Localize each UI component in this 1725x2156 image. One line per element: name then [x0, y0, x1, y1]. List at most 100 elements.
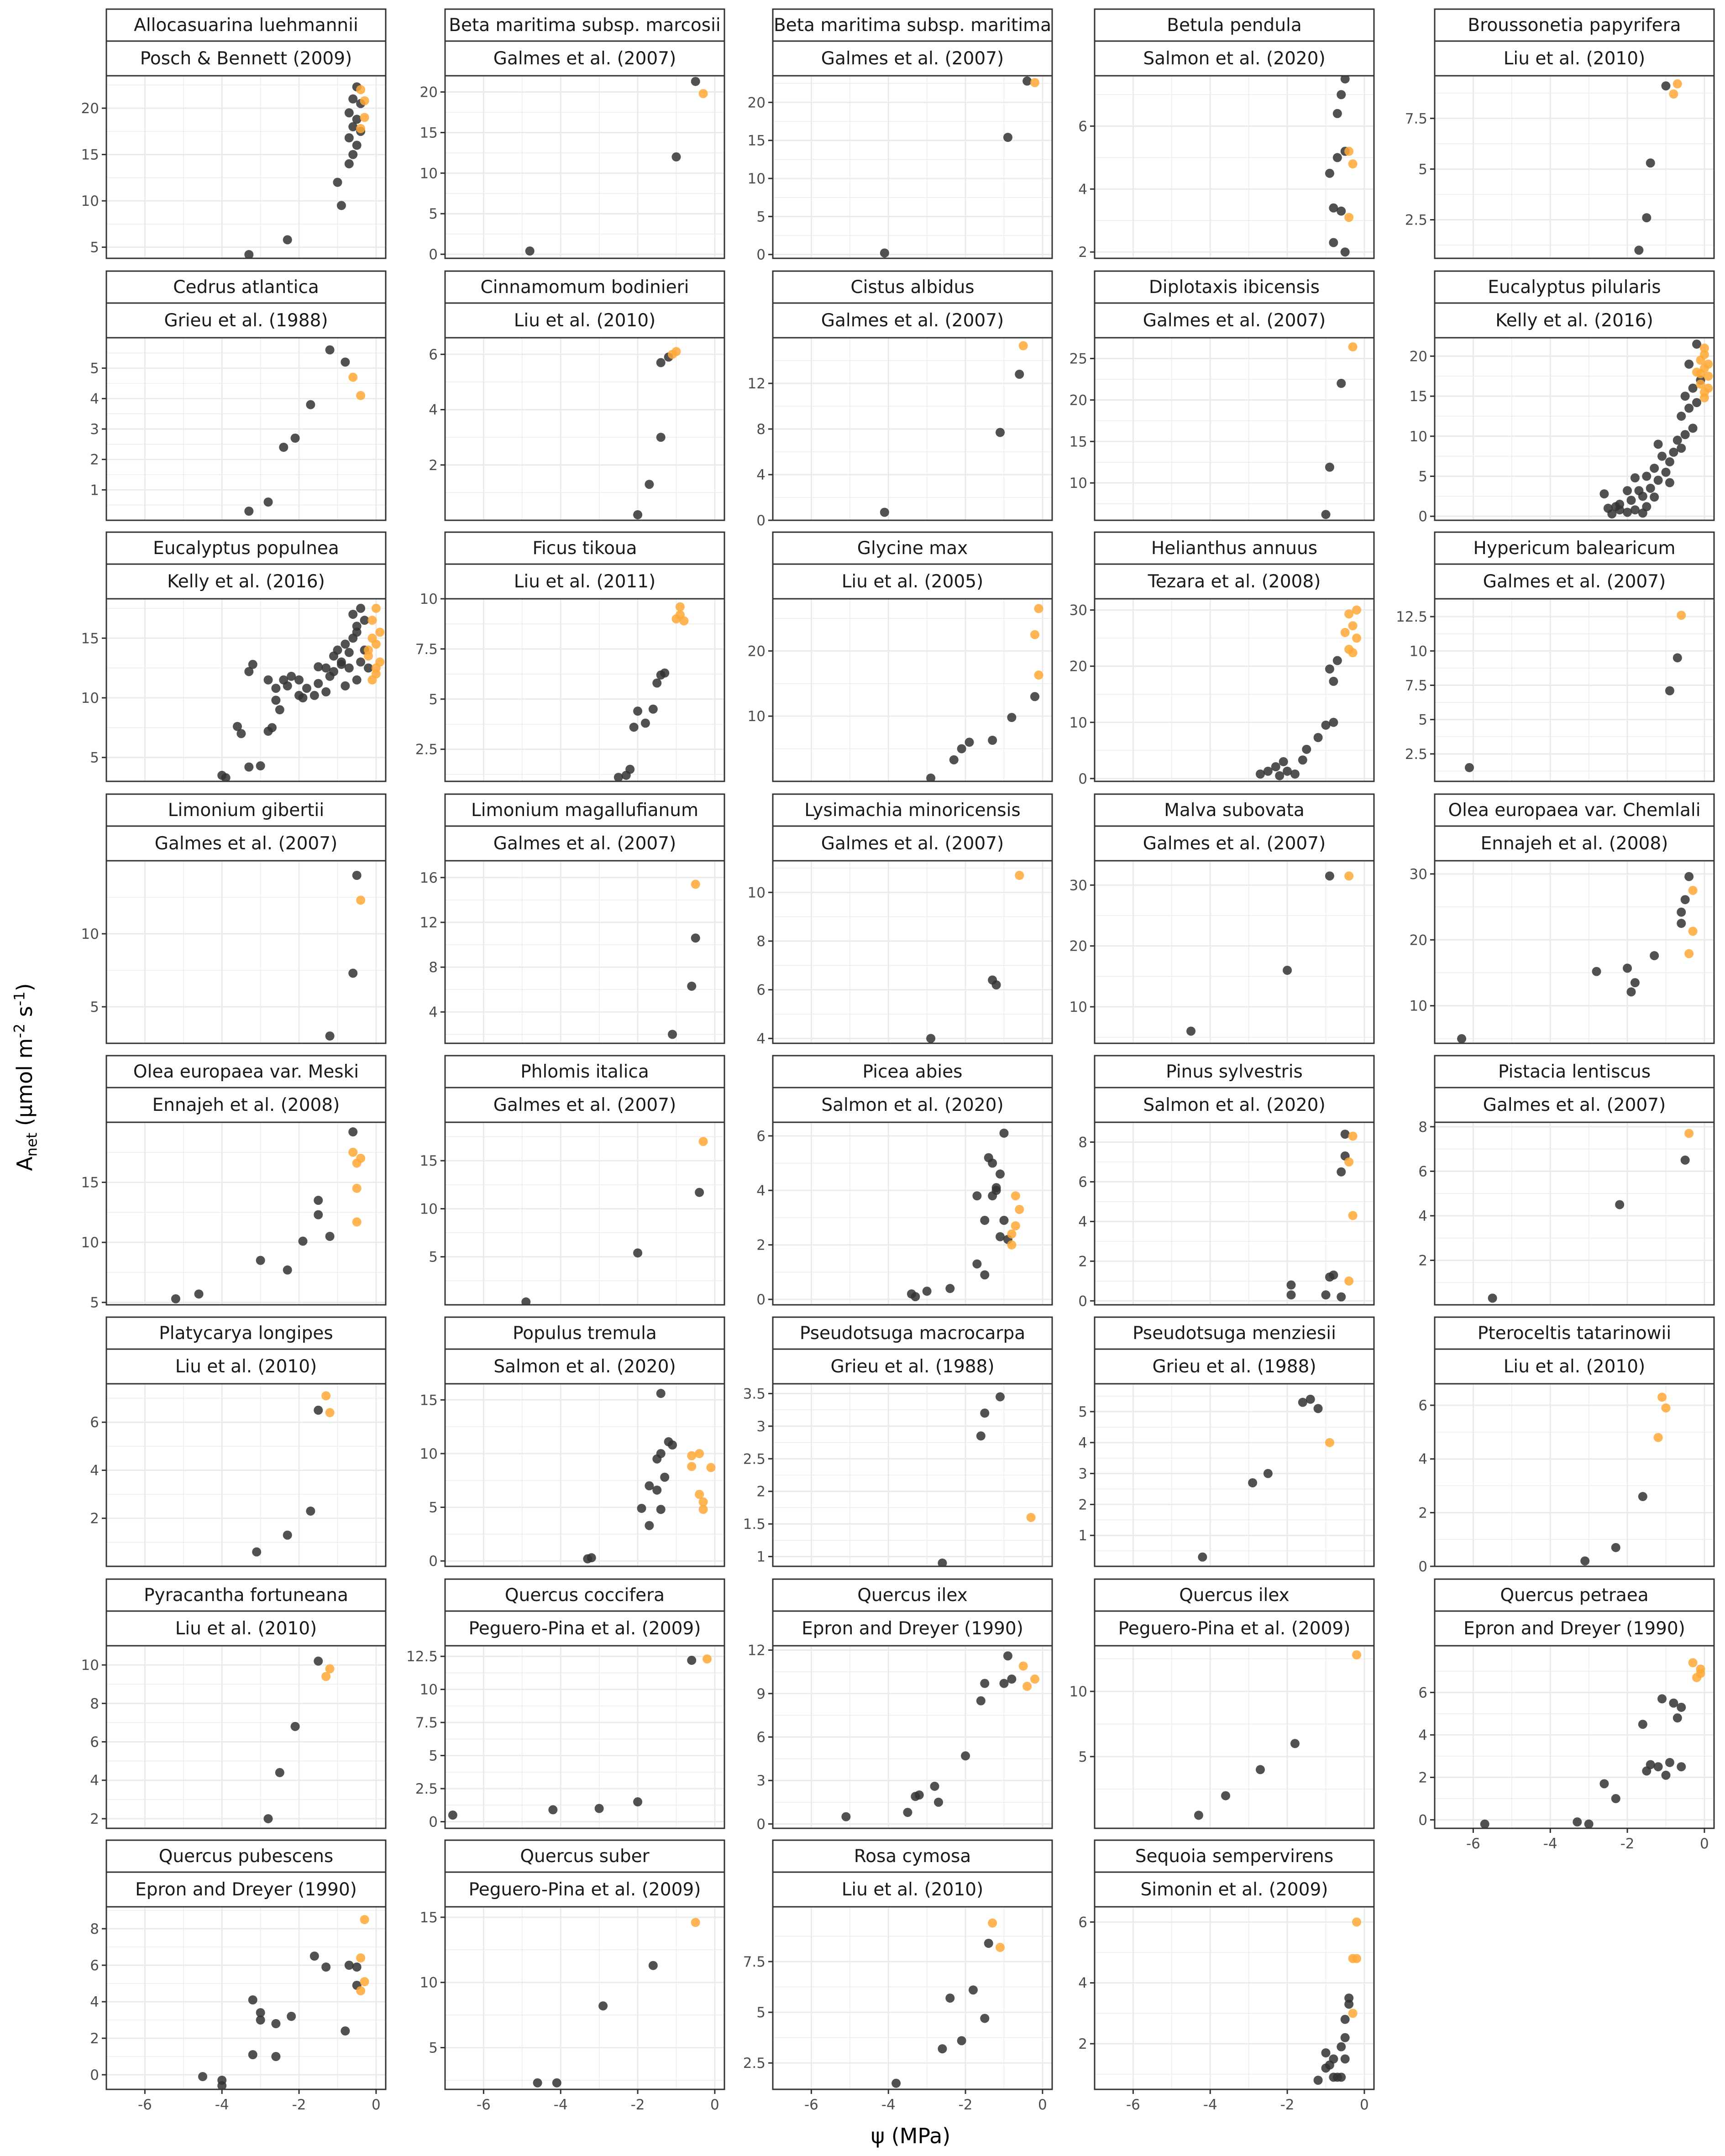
- point-dark: [1263, 766, 1273, 776]
- point-dark: [880, 248, 889, 258]
- point-dark: [348, 968, 358, 978]
- data-points: [1580, 1392, 1671, 1566]
- point-dark: [880, 508, 889, 517]
- facet-strip-species: [444, 1839, 725, 1873]
- facet-species-label: Limonium magallufianum: [471, 800, 698, 821]
- point-dark: [841, 1812, 851, 1821]
- point-dark: [321, 663, 331, 673]
- y-tick-label: 4: [90, 391, 99, 407]
- data-points: [244, 345, 366, 516]
- point-dark: [1321, 720, 1331, 730]
- facet-panel: Cistus albidus Galmes et al. (2007) 0 4 8 12: [748, 270, 1053, 529]
- panel-plot-area: [445, 1384, 724, 1566]
- point-dark: [1688, 383, 1698, 393]
- point-dark: [1603, 503, 1613, 513]
- point-dark: [1680, 895, 1690, 905]
- y-tick-label: 30: [1070, 602, 1087, 619]
- point-dark: [244, 507, 254, 516]
- y-tick-label: 6: [90, 1957, 99, 1974]
- panel-border: [444, 75, 725, 259]
- data-points: [1313, 1917, 1362, 2085]
- point-dark: [1340, 2015, 1350, 2024]
- y-tick-label: 2: [1078, 1253, 1087, 1270]
- y-tick-label: 10: [1410, 998, 1427, 1015]
- point-dark: [325, 1031, 335, 1041]
- point-dark: [1344, 1994, 1354, 2003]
- facet-panel: Cedrus atlantica Grieu et al. (1988) 1 2 3 4 5: [90, 270, 387, 521]
- point-dark: [645, 1481, 654, 1491]
- point-dark: [263, 675, 273, 685]
- point-dark: [891, 2078, 901, 2088]
- point-dark: [949, 755, 959, 764]
- facet-strip-source: [105, 1871, 387, 1908]
- facet-source-label: Peguero-Pina et al. (2009): [469, 1618, 701, 1639]
- y-tick-label: 15: [1410, 388, 1427, 405]
- point-dark: [283, 235, 292, 245]
- point-dark: [1669, 1698, 1678, 1708]
- y-tick-label: 4: [1418, 1451, 1427, 1468]
- point-orange: [356, 895, 366, 905]
- point-dark: [671, 152, 681, 162]
- point-dark: [1198, 1552, 1207, 1562]
- facet-species-label: Hypericum balearicum: [1473, 538, 1676, 559]
- panel-plot-area: [1435, 861, 1714, 1043]
- y-axis-unit-open: (µmol m: [12, 1038, 37, 1133]
- point-orange: [1007, 1229, 1017, 1239]
- facet-panel: Pseudotsuga macrocarpa Grieu et al. (1988…: [743, 1316, 1053, 1567]
- point-dark: [1263, 1469, 1273, 1478]
- x-tick-label: -2: [1620, 1836, 1635, 1852]
- point-dark: [1677, 444, 1686, 453]
- y-axis-exponent-1: -2: [10, 1023, 28, 1038]
- point-dark: [926, 773, 936, 781]
- facet-source-label: Liu et al. (2010): [175, 1618, 317, 1639]
- point-dark: [1611, 1794, 1620, 1803]
- point-orange: [352, 1217, 362, 1227]
- point-orange: [1696, 369, 1705, 378]
- facet-panel: Lysimachia minoricensis Galmes et al. (20…: [748, 793, 1053, 1047]
- y-tick-label: 4: [90, 1462, 99, 1479]
- facet-species-label: Beta maritima subsp. maritima: [774, 15, 1051, 36]
- point-dark: [1337, 90, 1346, 99]
- panel-plot-area: [445, 338, 724, 520]
- x-axis-unit: (MPa): [885, 2124, 951, 2148]
- x-tick-label: -6: [138, 2097, 152, 2113]
- facet-strip-source: [1434, 40, 1715, 77]
- facet-source-label: Simonin et al. (2009): [1140, 1879, 1328, 1900]
- facet-panel: Ficus tikoua Liu et al. (2011) 2.5 5 7.5 10: [415, 531, 725, 782]
- facet-strip-species: [105, 531, 387, 565]
- facet-strip-species: [1434, 1578, 1715, 1612]
- point-dark: [256, 761, 265, 771]
- point-dark: [1638, 508, 1647, 518]
- facet-panel: Beta maritima subsp. maritima Galmes et a…: [748, 8, 1053, 263]
- facet-strip-species: [1094, 1839, 1375, 1873]
- y-tick-label: 5: [90, 361, 99, 377]
- panel-plot-area: [1095, 76, 1374, 258]
- y-tick-label: 20: [748, 94, 766, 111]
- y-tick-label: 6: [756, 982, 766, 999]
- point-dark: [1248, 1478, 1258, 1487]
- facet-source-label: Galmes et al. (2007): [155, 833, 338, 854]
- y-tick-label: 2: [90, 1511, 99, 1527]
- point-orange: [356, 391, 366, 400]
- y-tick-label: 2.5: [415, 1781, 438, 1797]
- facet-strip-source: [105, 1610, 387, 1647]
- y-tick-label: 3: [756, 1773, 766, 1789]
- point-dark: [972, 1191, 982, 1201]
- x-tick-label: -4: [554, 2097, 568, 2113]
- y-tick-label: 2: [90, 1811, 99, 1827]
- facet-strip-species: [1434, 531, 1715, 565]
- point-orange: [1007, 1240, 1017, 1250]
- y-tick-label: 4: [756, 1031, 766, 1047]
- y-tick-label: 2.5: [1405, 746, 1427, 763]
- panel-border: [444, 1906, 725, 2090]
- point-dark: [348, 150, 358, 159]
- x-axis-symbol: ψ: [870, 2124, 885, 2148]
- point-dark: [1298, 755, 1307, 765]
- facet-species-label: Glycine max: [857, 538, 968, 559]
- y-tick-label: 5: [429, 1500, 438, 1516]
- point-dark: [972, 1259, 982, 1269]
- point-dark: [613, 773, 623, 781]
- panel-border: [1434, 337, 1715, 521]
- point-orange: [1348, 1211, 1358, 1220]
- y-tick-label: 6: [756, 1128, 766, 1145]
